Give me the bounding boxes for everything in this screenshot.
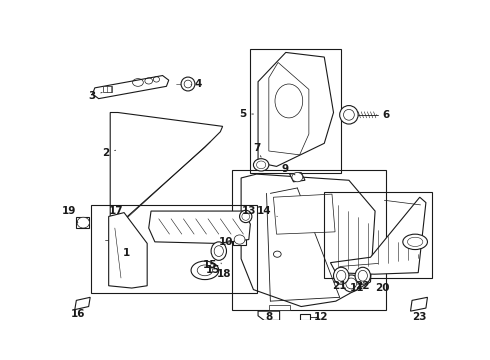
Text: 23: 23 (413, 311, 427, 321)
Text: 2: 2 (102, 148, 116, 158)
Text: 15: 15 (205, 265, 220, 275)
Text: 8: 8 (265, 311, 272, 321)
Bar (102, 86, 112, 93)
Polygon shape (411, 297, 427, 311)
Polygon shape (258, 311, 280, 320)
Bar (324, 192, 432, 278)
Polygon shape (258, 53, 334, 166)
Polygon shape (273, 194, 335, 234)
Text: 19: 19 (61, 206, 78, 222)
Polygon shape (241, 174, 375, 306)
Ellipse shape (292, 172, 303, 182)
Text: 18: 18 (217, 263, 231, 279)
Ellipse shape (334, 267, 349, 284)
Polygon shape (75, 297, 90, 310)
Polygon shape (149, 211, 250, 243)
Text: 13: 13 (242, 206, 256, 216)
Ellipse shape (355, 267, 370, 284)
Polygon shape (115, 140, 136, 157)
Text: 5: 5 (239, 109, 253, 119)
Bar (113, 232, 136, 247)
Polygon shape (276, 183, 284, 249)
Polygon shape (269, 62, 309, 155)
Text: 21: 21 (332, 281, 347, 291)
Bar (250, 49, 341, 172)
Polygon shape (110, 112, 222, 232)
Text: 10: 10 (219, 237, 233, 247)
Text: 11: 11 (350, 283, 365, 293)
Ellipse shape (343, 275, 360, 292)
Ellipse shape (211, 242, 226, 260)
Polygon shape (269, 305, 291, 310)
Polygon shape (93, 76, 169, 99)
Ellipse shape (253, 159, 269, 171)
Polygon shape (233, 234, 245, 245)
Text: 17: 17 (109, 206, 123, 216)
Ellipse shape (234, 235, 245, 244)
Bar (232, 170, 386, 310)
Polygon shape (290, 172, 305, 182)
Ellipse shape (181, 77, 195, 91)
Bar (245, 178, 306, 259)
Text: 15: 15 (203, 260, 218, 270)
Bar (91, 205, 257, 293)
Text: 7: 7 (253, 143, 261, 157)
Ellipse shape (77, 217, 89, 228)
Text: 6: 6 (377, 110, 390, 120)
Text: 14: 14 (257, 206, 277, 216)
Text: 3: 3 (88, 91, 102, 100)
Polygon shape (272, 251, 283, 257)
Text: 4: 4 (191, 79, 202, 89)
Text: 22: 22 (356, 281, 370, 291)
Ellipse shape (273, 251, 281, 257)
Text: 16: 16 (71, 309, 85, 319)
Ellipse shape (191, 261, 219, 280)
Polygon shape (300, 314, 311, 320)
Ellipse shape (240, 210, 252, 222)
Polygon shape (76, 217, 89, 228)
Polygon shape (330, 197, 426, 274)
Text: 9: 9 (281, 164, 295, 175)
Text: 20: 20 (375, 283, 389, 293)
Text: 12: 12 (314, 312, 328, 322)
Text: 1: 1 (123, 248, 130, 258)
Polygon shape (109, 213, 147, 288)
Ellipse shape (340, 105, 358, 124)
Ellipse shape (403, 234, 427, 249)
